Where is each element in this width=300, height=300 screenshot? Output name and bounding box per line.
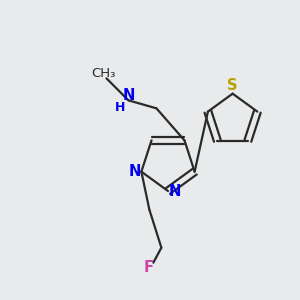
Text: F: F — [143, 260, 153, 275]
Text: N: N — [169, 184, 181, 199]
Text: N: N — [128, 164, 141, 179]
Text: CH₃: CH₃ — [91, 67, 116, 80]
Text: N: N — [122, 88, 135, 103]
Text: S: S — [227, 78, 238, 93]
Text: H: H — [115, 101, 126, 114]
